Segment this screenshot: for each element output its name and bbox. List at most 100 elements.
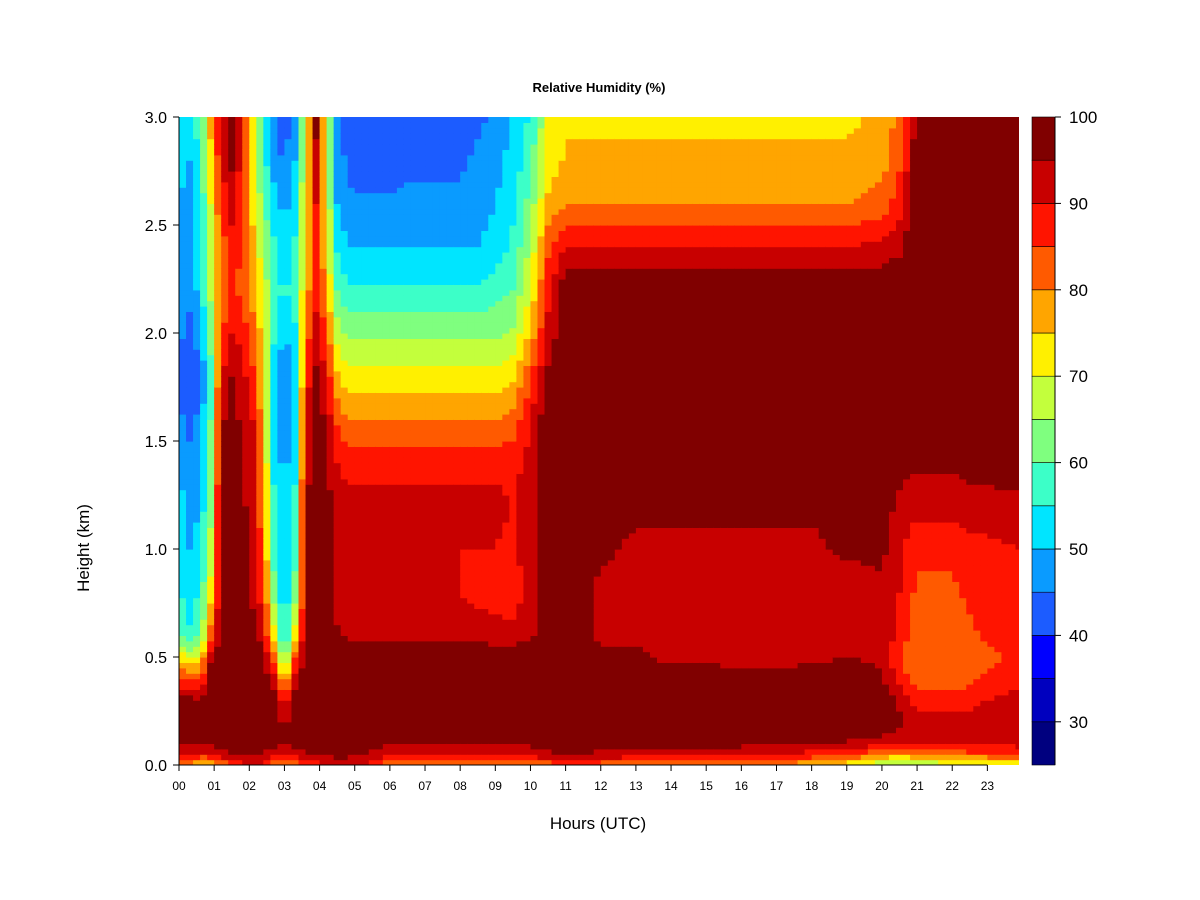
heatmap-cell: [277, 181, 286, 188]
heatmap-cell: [228, 154, 236, 161]
heatmap-cell: [460, 462, 468, 469]
heatmap-cell: [270, 354, 279, 361]
heatmap-cell: [439, 457, 447, 464]
heatmap-cell: [312, 349, 321, 356]
heatmap-cell: [347, 381, 356, 388]
heatmap-cell: [460, 289, 468, 296]
heatmap-cell: [439, 738, 447, 744]
heatmap-cell: [361, 576, 370, 582]
heatmap-cell: [333, 576, 342, 582]
heatmap-cell: [291, 235, 300, 242]
heatmap-cell: [389, 154, 398, 161]
heatmap-cell: [396, 127, 405, 134]
heatmap-cell: [186, 592, 194, 599]
heatmap-cell: [432, 208, 440, 215]
heatmap-cell: [186, 144, 194, 150]
heatmap-cell: [221, 608, 229, 615]
heatmap-cell: [375, 554, 384, 561]
heatmap-cell: [361, 295, 370, 302]
heatmap-cell: [347, 117, 356, 123]
heatmap-cell: [312, 273, 321, 280]
heatmap-cell: [354, 484, 363, 491]
heatmap-cell: [256, 500, 264, 507]
heatmap-cell: [368, 414, 377, 420]
heatmap-cell: [347, 133, 356, 140]
heatmap-cell: [256, 149, 264, 156]
heatmap-cell: [347, 738, 356, 744]
heatmap-cell: [361, 451, 370, 458]
heatmap-cell: [319, 343, 328, 350]
heatmap-cell: [214, 473, 222, 480]
heatmap-cell: [396, 441, 405, 447]
heatmap-cell: [418, 678, 426, 685]
heatmap-cell: [256, 721, 264, 728]
heatmap-cell: [200, 149, 208, 156]
heatmap-cell: [193, 592, 201, 599]
heatmap-cell: [326, 176, 335, 183]
heatmap-cell: [305, 505, 314, 512]
heatmap-cell: [179, 138, 187, 145]
heatmap-cell: [256, 586, 264, 593]
heatmap-cell: [298, 500, 307, 507]
heatmap-cell: [284, 511, 293, 518]
heatmap-cell: [326, 252, 335, 258]
heatmap-cell: [284, 165, 293, 172]
heatmap-cell: [291, 381, 300, 388]
heatmap-cell: [382, 138, 391, 145]
heatmap-cell: [432, 619, 440, 626]
heatmap-cell: [270, 154, 279, 161]
heatmap-cell: [228, 738, 236, 744]
heatmap-cell: [403, 360, 412, 366]
heatmap-cell: [186, 657, 194, 663]
heatmap-cell: [193, 268, 201, 275]
heatmap-cell: [277, 408, 286, 415]
heatmap-cell: [291, 738, 300, 744]
heatmap-cell: [319, 262, 328, 269]
heatmap-cell: [460, 381, 468, 388]
heatmap-cell: [207, 284, 215, 291]
heatmap-cell: [221, 565, 229, 572]
heatmap-cell: [193, 419, 201, 426]
heatmap-cell: [460, 721, 468, 728]
heatmap-cell: [319, 198, 328, 204]
heatmap-cell: [291, 613, 300, 620]
heatmap-cell: [396, 160, 405, 167]
heatmap-cell: [186, 306, 194, 312]
heatmap-cell: [249, 554, 257, 561]
heatmap-cell: [439, 349, 447, 356]
heatmap-cell: [453, 478, 461, 485]
heatmap-cell: [277, 522, 286, 528]
heatmap-cell: [396, 694, 405, 701]
heatmap-cell: [460, 333, 468, 339]
heatmap-cell: [284, 473, 293, 480]
heatmap-cell: [277, 570, 286, 577]
heatmap-cell: [368, 667, 377, 674]
heatmap-cell: [446, 268, 454, 275]
heatmap-cell: [368, 338, 377, 345]
heatmap-cell: [361, 489, 370, 496]
heatmap-cell: [270, 559, 279, 566]
heatmap-cell: [446, 716, 454, 723]
heatmap-cell: [460, 619, 468, 626]
heatmap-cell: [256, 694, 264, 701]
heatmap-cell: [361, 198, 370, 204]
heatmap-cell: [305, 181, 314, 188]
heatmap-cell: [305, 543, 314, 550]
heatmap-cell: [361, 522, 370, 528]
heatmap-cell: [214, 559, 222, 566]
heatmap-cell: [396, 597, 405, 604]
heatmap-cell: [347, 743, 356, 750]
heatmap-cell: [446, 478, 454, 485]
heatmap-cell: [446, 705, 454, 712]
heatmap-cell: [333, 667, 342, 674]
heatmap-cell: [340, 144, 349, 150]
heatmap-cell: [298, 424, 307, 431]
heatmap-cell: [418, 565, 426, 572]
heatmap-cell: [193, 284, 201, 291]
heatmap-cell: [186, 262, 194, 269]
heatmap-cell: [368, 451, 377, 458]
heatmap-cell: [305, 430, 314, 437]
heatmap-cell: [186, 495, 194, 501]
heatmap-cell: [193, 619, 201, 626]
heatmap-cell: [446, 176, 454, 183]
